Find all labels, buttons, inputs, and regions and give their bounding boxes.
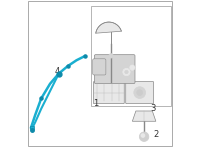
Text: 4: 4 <box>54 67 60 76</box>
Bar <box>91 6 171 106</box>
Text: 2: 2 <box>154 130 159 139</box>
Circle shape <box>130 65 135 70</box>
Circle shape <box>123 68 130 76</box>
Polygon shape <box>96 22 121 33</box>
FancyBboxPatch shape <box>93 59 106 75</box>
Text: 3: 3 <box>151 104 156 113</box>
Bar <box>30 126 34 129</box>
Polygon shape <box>132 111 156 121</box>
Circle shape <box>109 54 113 58</box>
Circle shape <box>139 132 149 141</box>
Circle shape <box>125 70 128 74</box>
Circle shape <box>134 87 146 98</box>
FancyBboxPatch shape <box>126 82 154 104</box>
Circle shape <box>137 90 143 96</box>
Text: 1: 1 <box>93 99 99 108</box>
FancyBboxPatch shape <box>93 82 124 104</box>
Circle shape <box>141 133 145 138</box>
FancyBboxPatch shape <box>94 55 135 83</box>
